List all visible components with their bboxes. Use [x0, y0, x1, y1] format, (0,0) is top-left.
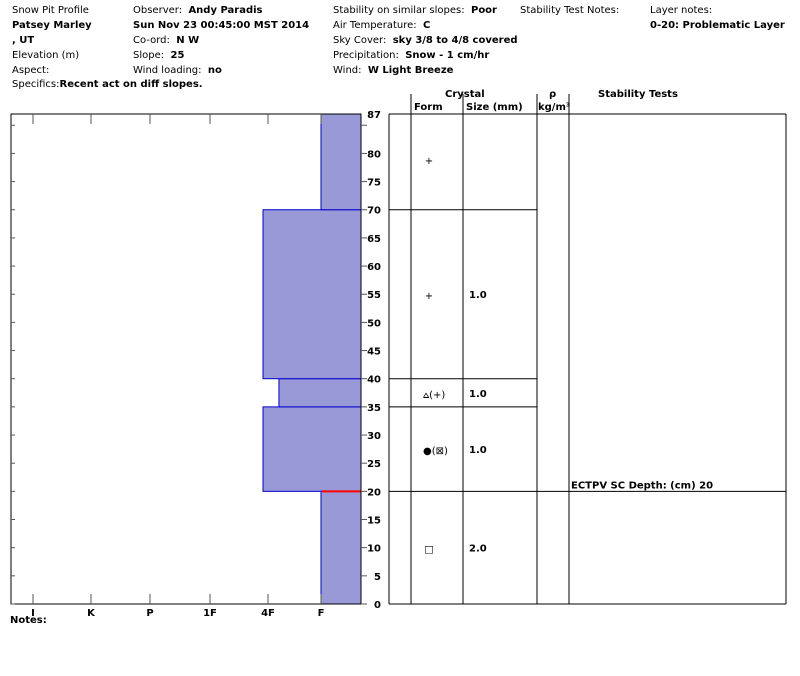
slope-label: Slope:	[133, 50, 165, 61]
chart-frame: I K P 1F 4F F 0 5 10 15 20 25 30 35 40 45 50 55 60 65 70 75 80…	[10, 110, 381, 619]
stability-value: Poor	[470, 5, 497, 16]
wind-label: Wind:	[333, 65, 362, 76]
wind-loading-label: Wind loading:	[133, 65, 202, 76]
crystal-form-square: □	[424, 545, 433, 556]
observer-label: Observer:	[133, 5, 183, 16]
form-header: Form	[414, 102, 443, 113]
size-header: Size (mm)	[466, 102, 523, 113]
plot-border	[10, 113, 362, 605]
x-tick-label: F	[318, 608, 325, 619]
density-symbol: ρ	[549, 89, 557, 100]
y-tick-label: 75	[367, 178, 381, 189]
x-tick-label: P	[146, 608, 153, 619]
y-tick-label: 60	[367, 262, 381, 273]
y-tick-label: 15	[367, 516, 381, 527]
layer-notes-value: 0-20: Problematic Layer	[650, 20, 785, 31]
hardness-bar	[320, 113, 362, 211]
observer-value: Andy Paradis	[188, 5, 263, 16]
hardness-bar	[262, 209, 362, 380]
hardness-bar	[278, 378, 362, 408]
stability-row: Stability on similar slopes: Poor	[333, 5, 497, 17]
slope-value: 25	[170, 50, 185, 61]
y-tick-label: 65	[367, 234, 381, 245]
coord-label: Co-ord:	[133, 35, 170, 46]
x-tick-label: I	[31, 608, 35, 619]
y-tick-label: 5	[374, 572, 381, 583]
crystal-size-label: 1.0	[469, 445, 487, 456]
x-tick-label: 4F	[261, 608, 275, 619]
elevation-label: Elevation (m)	[12, 50, 80, 61]
location: , UT	[12, 35, 35, 46]
slope-row: Slope: 25	[133, 50, 184, 62]
wind-row: Wind: W Light Breeze	[333, 65, 453, 77]
stability-label: Stability on similar slopes:	[333, 5, 465, 16]
y-tick-label: 87	[367, 110, 381, 121]
layer-notes-label: Layer notes:	[650, 5, 713, 16]
precip-label: Precipitation:	[333, 50, 399, 61]
hardness-layers	[262, 113, 362, 605]
crystal-form-surface-hoar: ⩟(+)	[423, 390, 445, 401]
crystal-size-label: 1.0	[469, 290, 487, 301]
stability-tests-header: Stability Tests	[598, 89, 678, 100]
air-temp-value: C	[422, 20, 431, 31]
wind-loading-row: Wind loading: no	[133, 65, 222, 77]
stability-notes-label: Stability Test Notes:	[520, 5, 620, 16]
notes-label: Notes:	[10, 615, 47, 626]
air-temp-label: Air Temperature:	[333, 20, 417, 31]
y-tick-label: 35	[367, 403, 381, 414]
y-tick-label: 25	[367, 459, 381, 470]
y-tick-label: 70	[367, 206, 381, 217]
page-title: Snow Pit Profile	[12, 5, 89, 16]
y-tick-label: 50	[367, 318, 381, 329]
sky-value: sky 3/8 to 4/8 covered	[392, 35, 518, 46]
y-tick-label: 45	[367, 347, 381, 358]
sky-label: Sky Cover:	[333, 35, 387, 46]
crystal-size-label: 1.0	[469, 389, 487, 400]
sky-row: Sky Cover: sky 3/8 to 4/8 covered	[333, 35, 518, 47]
y-tick-label: 10	[367, 544, 381, 555]
air-temp-row: Air Temperature: C	[333, 20, 430, 32]
x-tick-label: K	[87, 608, 96, 619]
crystal-size-label: 2.0	[469, 544, 487, 555]
y-tick-label: 30	[367, 431, 381, 442]
precip-value: Snow - 1 cm/hr	[405, 50, 490, 61]
y-tick-label: 80	[367, 149, 381, 160]
x-tick-label: 1F	[203, 608, 217, 619]
stability-test-label: ECTPV SC Depth: (cm) 20	[571, 480, 713, 491]
density-unit: kg/m³	[538, 102, 571, 113]
y-tick-label: 55	[367, 290, 381, 301]
observer-row: Observer: Andy Paradis	[133, 5, 262, 17]
precip-row: Precipitation: Snow - 1 cm/hr	[333, 50, 489, 62]
date-time: Sun Nov 23 00:45:00 MST 2014	[133, 20, 310, 31]
crystal-table: □ 2.0 ●(⊠) 1.0 ⩟(+) 1.0 + 1.0 + ECTPV SC Depth: (…	[388, 94, 787, 605]
y-tick-label: 40	[367, 375, 381, 386]
y-tick-label: 0	[374, 600, 381, 611]
wind-value: W Light Breeze	[367, 65, 454, 76]
wind-loading-value: no	[207, 65, 222, 76]
coord-row: Co-ord: N W	[133, 35, 199, 47]
specifics-label: Specifics:	[12, 79, 60, 90]
y-tick-label: 20	[367, 487, 381, 498]
crystal-header: Crystal	[445, 89, 485, 100]
specifics-value: Recent act on diff slopes.	[59, 79, 203, 90]
observer-name: Patsey Marley	[12, 20, 92, 31]
hardness-bar	[320, 490, 362, 605]
hardness-bar	[262, 406, 362, 492]
crystal-form-plus: +	[425, 156, 433, 167]
crystal-form-plus: +	[425, 291, 433, 302]
crystal-form-dot-paren-box: ●(⊠)	[423, 446, 448, 457]
specifics-row: Specifics:Recent act on diff slopes.	[12, 79, 203, 91]
coord-value: N W	[176, 35, 200, 46]
aspect-label: Aspect:	[12, 65, 50, 76]
